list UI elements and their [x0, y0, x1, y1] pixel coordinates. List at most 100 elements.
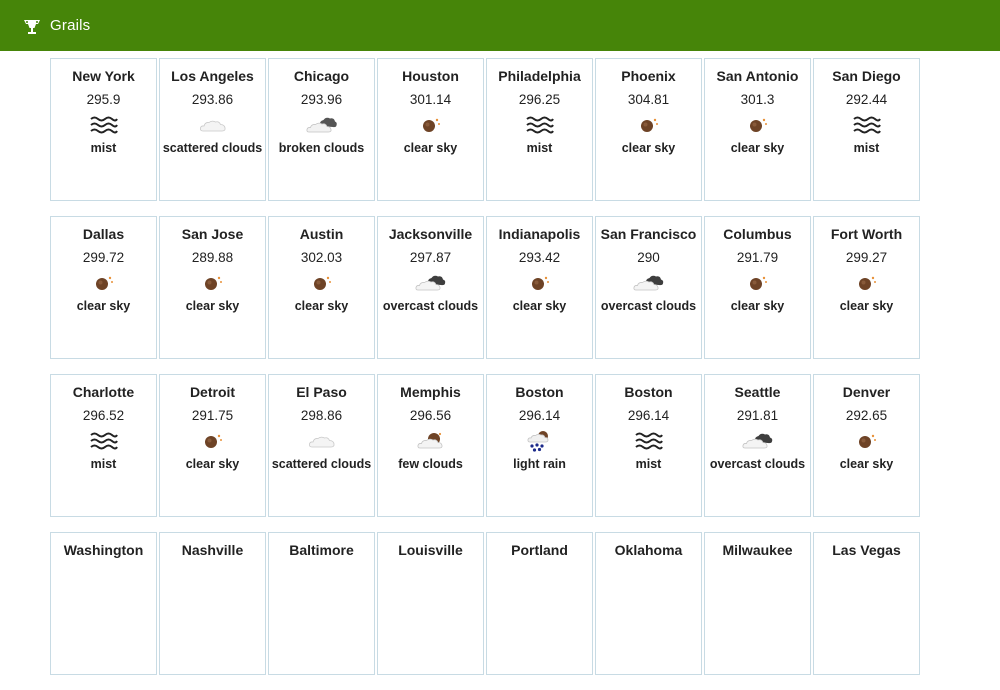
city-weather-card: Seattle 291.81 overcast clouds — [704, 374, 811, 517]
city-name: Baltimore — [289, 542, 354, 558]
city-weather-card: Jacksonville 297.87 overcast clouds — [377, 216, 484, 359]
city-weather-card: El Paso 298.86 scattered clouds — [268, 374, 375, 517]
clear-sky-icon — [705, 272, 810, 294]
weather-description: clear sky — [730, 141, 785, 155]
temperature-value: 295.9 — [86, 92, 121, 107]
city-name: Detroit — [189, 384, 236, 400]
few-clouds-icon — [378, 430, 483, 452]
temperature-value: 296.25 — [518, 92, 561, 107]
city-name: Houston — [402, 68, 459, 84]
city-weather-card: Las Vegas — [813, 532, 920, 675]
temperature-value: 296.14 — [627, 408, 670, 423]
weather-description: clear sky — [294, 299, 349, 313]
city-weather-card: Denver 292.65 clear sky — [813, 374, 920, 517]
weather-description: light rain — [513, 457, 566, 471]
temperature-value: 302.03 — [300, 250, 343, 265]
city-name: Columbus — [723, 226, 792, 242]
temperature-value: 299.27 — [845, 250, 888, 265]
city-weather-card: Fort Worth 299.27 clear sky — [813, 216, 920, 359]
overcast-clouds-icon — [596, 272, 701, 294]
temperature-value: 296.52 — [82, 408, 125, 423]
clear-sky-icon — [596, 114, 701, 136]
city-name: Las Vegas — [832, 542, 901, 558]
city-weather-card: Nashville — [159, 532, 266, 675]
weather-description: scattered clouds — [162, 141, 263, 155]
city-weather-card: Dallas 299.72 clear sky — [50, 216, 157, 359]
weather-grid: New York 295.9 mist Los Angeles 293.86 scatte… — [50, 58, 926, 690]
clear-sky-icon — [814, 430, 919, 452]
weather-icon — [269, 566, 374, 588]
clear-sky-icon — [705, 114, 810, 136]
city-weather-card: San Jose 289.88 clear sky — [159, 216, 266, 359]
weather-description: broken clouds — [278, 141, 365, 155]
top-navbar: Grails — [0, 0, 1000, 51]
city-name: Seattle — [734, 384, 781, 400]
temperature-value: 297.87 — [409, 250, 452, 265]
city-weather-card: Baltimore — [268, 532, 375, 675]
city-name: Dallas — [82, 226, 125, 242]
city-weather-card: Philadelphia 296.25 mist — [486, 58, 593, 201]
city-weather-card: Columbus 291.79 clear sky — [704, 216, 811, 359]
city-name: San Diego — [832, 68, 901, 84]
city-name: Milwaukee — [722, 542, 793, 558]
weather-icon — [378, 566, 483, 588]
temperature-value: 291.75 — [191, 408, 234, 423]
grails-logo-icon — [22, 16, 42, 36]
city-weather-card: San Diego 292.44 mist — [813, 58, 920, 201]
temperature-value: 299.72 — [82, 250, 125, 265]
temperature-value: 293.42 — [518, 250, 561, 265]
temperature-value: 304.81 — [627, 92, 670, 107]
weather-description: mist — [90, 457, 117, 471]
mist-icon — [51, 114, 156, 136]
city-weather-card: Detroit 291.75 clear sky — [159, 374, 266, 517]
city-name: Fort Worth — [830, 226, 903, 242]
city-name: San Antonio — [716, 68, 799, 84]
city-weather-card: Milwaukee — [704, 532, 811, 675]
city-name: Memphis — [400, 384, 461, 400]
temperature-value: 298.86 — [300, 408, 343, 423]
city-row: New York 295.9 mist Los Angeles 293.86 scatte… — [50, 58, 926, 201]
city-weather-card: Los Angeles 293.86 scattered clouds — [159, 58, 266, 201]
temperature-value: 296.14 — [518, 408, 561, 423]
temperature-value: 293.86 — [191, 92, 234, 107]
weather-description: overcast clouds — [600, 299, 697, 313]
city-weather-card: Charlotte 296.52 mist — [50, 374, 157, 517]
clear-sky-icon — [160, 272, 265, 294]
temperature-value: 289.88 — [191, 250, 234, 265]
weather-icon — [705, 566, 810, 588]
temperature-value: 293.96 — [300, 92, 343, 107]
temperature-value: 301.3 — [740, 92, 775, 107]
brand-title: Grails — [50, 17, 91, 34]
clear-sky-icon — [160, 430, 265, 452]
clear-sky-icon — [378, 114, 483, 136]
city-name: Los Angeles — [171, 68, 254, 84]
city-weather-card: Indianapolis 293.42 clear sky — [486, 216, 593, 359]
mist-icon — [814, 114, 919, 136]
temperature-value: 292.65 — [845, 408, 888, 423]
weather-description: clear sky — [621, 141, 676, 155]
city-weather-card: Oklahoma — [595, 532, 702, 675]
broken-clouds-icon — [269, 114, 374, 136]
weather-description: mist — [526, 141, 553, 155]
city-weather-card: Boston 296.14 mist — [595, 374, 702, 517]
city-weather-card: New York 295.9 mist — [50, 58, 157, 201]
temperature-value: 292.44 — [845, 92, 888, 107]
city-weather-card: Louisville — [377, 532, 484, 675]
city-weather-card: San Antonio 301.3 clear sky — [704, 58, 811, 201]
light-rain-icon — [487, 430, 592, 452]
overcast-clouds-icon — [378, 272, 483, 294]
city-name: Washington — [63, 542, 144, 558]
clear-sky-icon — [487, 272, 592, 294]
city-name: Jacksonville — [388, 226, 473, 242]
scattered-clouds-icon — [160, 114, 265, 136]
overcast-clouds-icon — [705, 430, 810, 452]
brand-link[interactable]: Grails — [22, 16, 90, 36]
weather-icon — [487, 566, 592, 588]
city-weather-card: Memphis 296.56 few clouds — [377, 374, 484, 517]
weather-description: clear sky — [839, 457, 894, 471]
city-name: Philadelphia — [498, 68, 581, 84]
city-weather-card: San Francisco 290 overcast clouds — [595, 216, 702, 359]
city-name: San Jose — [181, 226, 244, 242]
city-name: Boston — [624, 384, 673, 400]
city-weather-card: Portland — [486, 532, 593, 675]
